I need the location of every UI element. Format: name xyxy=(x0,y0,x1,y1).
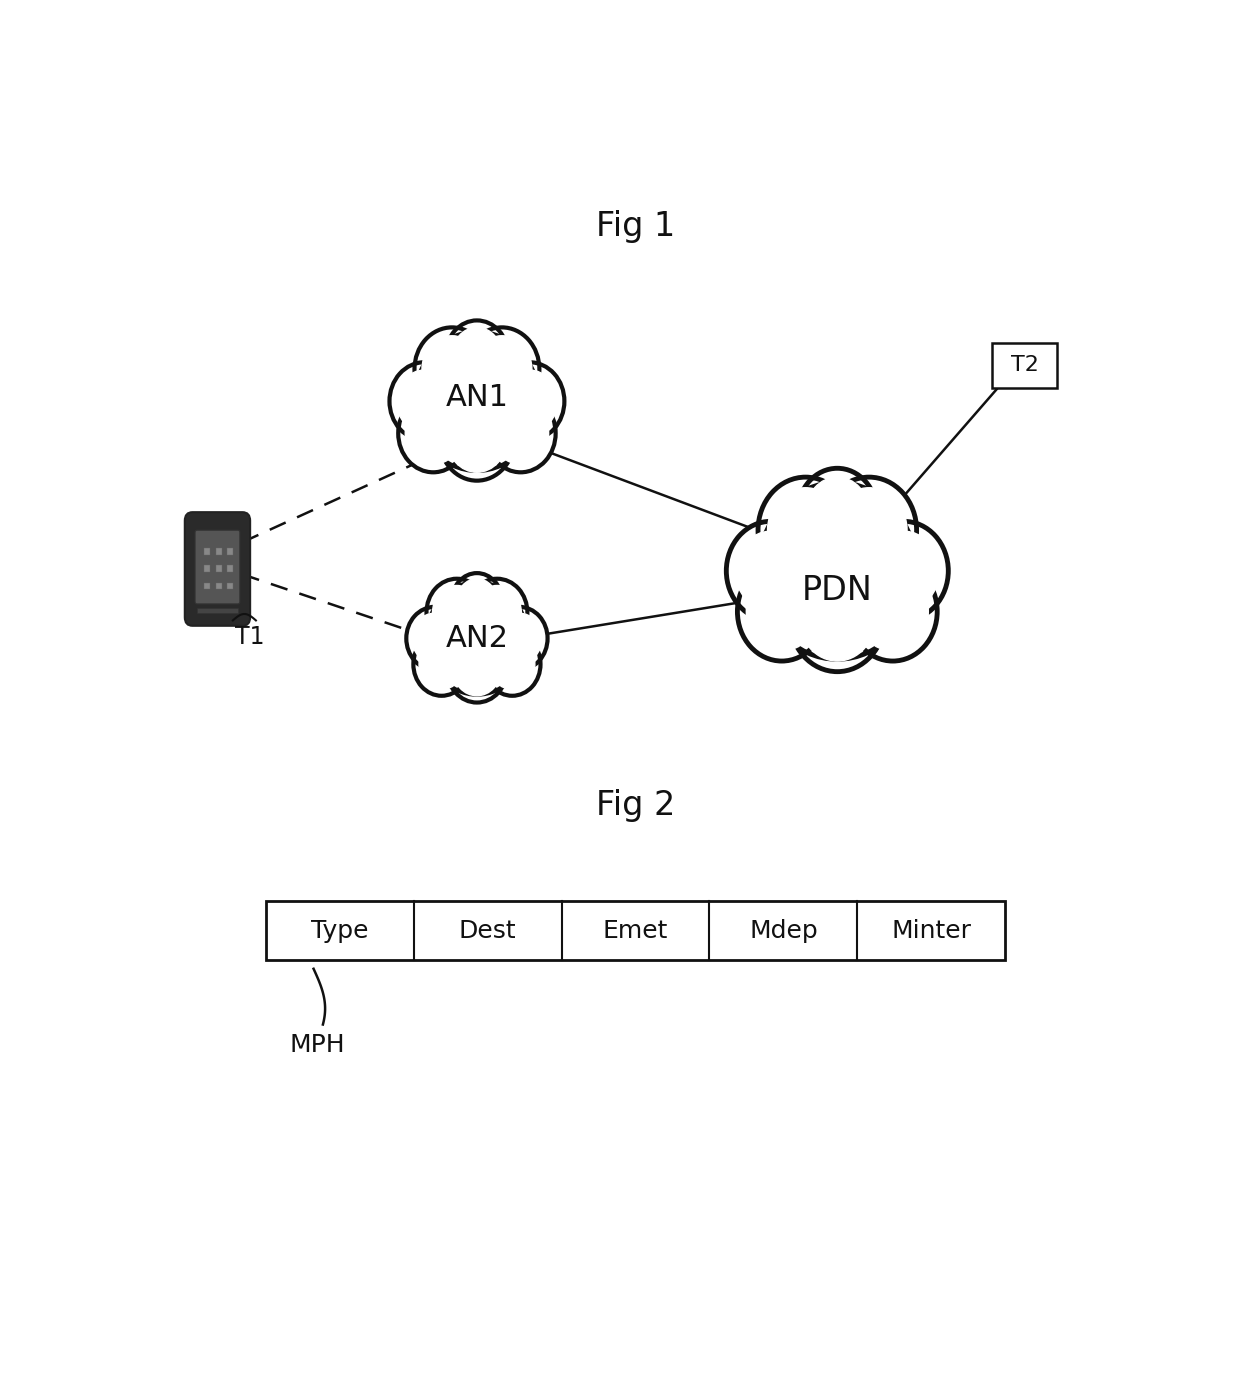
Bar xyxy=(265,901,1006,960)
Circle shape xyxy=(422,335,482,402)
Circle shape xyxy=(405,402,461,465)
Circle shape xyxy=(397,370,453,433)
Circle shape xyxy=(427,579,487,646)
Bar xyxy=(205,548,210,554)
Bar xyxy=(227,548,233,554)
Circle shape xyxy=(868,532,940,611)
Circle shape xyxy=(738,562,826,661)
Circle shape xyxy=(857,572,929,651)
Circle shape xyxy=(407,607,463,670)
Circle shape xyxy=(419,639,464,689)
Text: T1: T1 xyxy=(234,625,264,649)
Circle shape xyxy=(727,522,815,621)
FancyBboxPatch shape xyxy=(195,530,239,604)
Circle shape xyxy=(848,562,937,661)
Circle shape xyxy=(472,586,521,639)
Circle shape xyxy=(800,576,875,661)
Bar xyxy=(216,565,222,572)
Bar xyxy=(216,583,222,589)
Bar xyxy=(205,583,210,589)
Circle shape xyxy=(859,522,949,621)
Circle shape xyxy=(490,639,534,689)
Circle shape xyxy=(806,477,869,548)
Text: AN1: AN1 xyxy=(445,383,508,412)
Text: Type: Type xyxy=(311,919,368,942)
Bar xyxy=(227,565,233,572)
Circle shape xyxy=(486,394,556,472)
Text: MPH: MPH xyxy=(290,1033,345,1057)
Bar xyxy=(205,565,210,572)
Bar xyxy=(197,607,238,614)
Circle shape xyxy=(465,327,539,411)
Circle shape xyxy=(746,572,817,651)
Circle shape xyxy=(398,394,469,472)
Text: T2: T2 xyxy=(1011,355,1039,376)
Circle shape xyxy=(797,468,877,557)
Circle shape xyxy=(451,327,502,383)
Circle shape xyxy=(758,483,916,660)
Text: Dest: Dest xyxy=(459,919,516,942)
Text: Fig 2: Fig 2 xyxy=(595,789,676,821)
Text: Fig 1: Fig 1 xyxy=(596,210,675,244)
Circle shape xyxy=(735,532,806,611)
Circle shape xyxy=(831,487,908,572)
Circle shape xyxy=(821,477,916,583)
Circle shape xyxy=(456,579,497,624)
Circle shape xyxy=(495,362,564,440)
Bar xyxy=(216,548,222,554)
Circle shape xyxy=(790,565,885,672)
Text: Emet: Emet xyxy=(603,919,668,942)
Text: PDN: PDN xyxy=(802,574,873,607)
Circle shape xyxy=(768,487,843,572)
Circle shape xyxy=(414,331,539,470)
Circle shape xyxy=(497,612,542,664)
Circle shape xyxy=(436,593,517,683)
FancyBboxPatch shape xyxy=(185,512,250,626)
Circle shape xyxy=(445,320,508,390)
Circle shape xyxy=(774,500,900,642)
Circle shape xyxy=(492,402,548,465)
Circle shape xyxy=(433,586,481,639)
Circle shape xyxy=(412,612,458,664)
Bar xyxy=(992,342,1058,388)
Circle shape xyxy=(466,579,527,646)
Text: Mdep: Mdep xyxy=(749,919,818,942)
Circle shape xyxy=(451,574,502,629)
Circle shape xyxy=(472,335,532,402)
Circle shape xyxy=(446,405,507,472)
Circle shape xyxy=(491,607,548,670)
Circle shape xyxy=(453,642,501,696)
Circle shape xyxy=(389,362,460,440)
Circle shape xyxy=(427,345,527,457)
Text: AN2: AN2 xyxy=(445,624,508,653)
Circle shape xyxy=(501,370,558,433)
Circle shape xyxy=(427,582,527,695)
Circle shape xyxy=(414,327,490,411)
Text: Minter: Minter xyxy=(892,919,971,942)
Bar xyxy=(227,583,233,589)
Circle shape xyxy=(439,397,515,480)
Circle shape xyxy=(484,633,541,696)
Circle shape xyxy=(758,477,853,583)
Circle shape xyxy=(413,633,470,696)
Circle shape xyxy=(446,635,507,703)
